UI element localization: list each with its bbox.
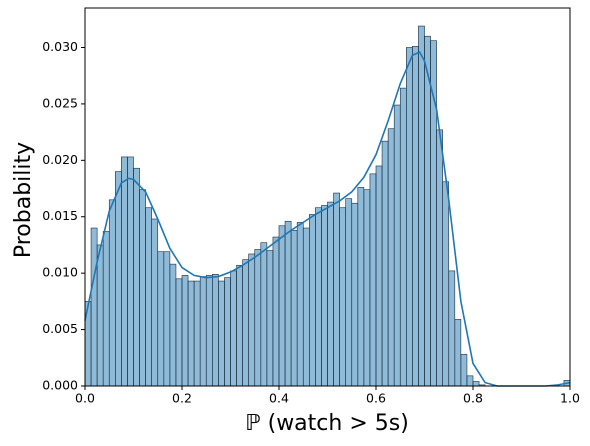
bar	[260, 242, 268, 387]
bar	[454, 319, 462, 387]
bar	[418, 25, 425, 387]
bar	[448, 270, 456, 387]
bar	[199, 276, 207, 387]
bar	[157, 251, 165, 387]
bar	[127, 156, 134, 387]
bar	[272, 236, 280, 387]
y-axis-label: Probability	[11, 142, 36, 258]
bar	[139, 189, 146, 387]
x-tick-label: 0.2	[172, 391, 192, 406]
bar	[424, 35, 431, 387]
plot-frame	[84, 7, 571, 387]
bar	[345, 198, 353, 387]
bar	[442, 181, 450, 387]
y-tick-label: 0.025	[42, 95, 78, 110]
bar	[266, 250, 274, 387]
y-tick-label: 0.005	[42, 321, 78, 336]
bar	[205, 275, 213, 387]
bar	[169, 263, 177, 387]
bar	[181, 275, 189, 387]
y-tick-label: 0.020	[42, 152, 78, 167]
bar	[351, 202, 359, 387]
x-tick-label: 0.6	[366, 391, 386, 406]
bar	[121, 156, 128, 387]
bar	[212, 273, 219, 387]
bar	[224, 277, 231, 387]
bar	[309, 214, 316, 387]
bar	[254, 249, 262, 387]
bar	[472, 381, 480, 387]
bar	[375, 165, 383, 387]
x-tick-label: 0.0	[75, 391, 95, 406]
y-tick-label: 0.030	[42, 39, 78, 54]
bar	[406, 47, 413, 387]
bar	[96, 244, 104, 387]
bar	[363, 189, 371, 387]
bar	[436, 129, 443, 387]
bar	[460, 354, 468, 387]
bar	[357, 187, 365, 387]
bar	[290, 229, 298, 387]
bar	[399, 87, 407, 387]
bar	[296, 222, 304, 387]
bar	[284, 220, 292, 387]
bar	[412, 46, 419, 387]
x-axis-label: ℙ (watch > 5s)	[245, 411, 409, 436]
bar	[230, 270, 237, 387]
x-tick-label: 1.0	[560, 391, 580, 406]
bar	[381, 140, 389, 387]
bar	[466, 375, 474, 387]
bar	[327, 201, 334, 387]
bar	[163, 251, 171, 387]
bar	[248, 253, 256, 387]
bar	[108, 199, 116, 387]
bar	[315, 207, 322, 387]
y-tick-label: 0.015	[42, 208, 78, 223]
bar	[145, 207, 152, 387]
bar	[339, 207, 346, 387]
bar	[218, 280, 225, 387]
bar	[175, 278, 183, 387]
bar	[187, 280, 195, 387]
y-tick-label: 0.010	[42, 265, 78, 280]
bar	[387, 128, 395, 387]
bar	[236, 264, 243, 387]
x-tick-label: 0.8	[463, 391, 483, 406]
bar	[302, 227, 310, 387]
bar	[430, 40, 437, 387]
bar	[278, 225, 286, 387]
bar	[369, 173, 377, 387]
bar	[115, 171, 122, 387]
x-tick-label: 0.4	[269, 391, 289, 406]
bar	[393, 104, 401, 387]
bar	[90, 227, 98, 387]
bar	[193, 280, 201, 387]
kde-line	[84, 50, 571, 387]
y-tick-label: 0.000	[42, 378, 78, 393]
bar	[151, 218, 159, 387]
bar	[242, 259, 249, 387]
bar	[102, 231, 110, 387]
bar	[133, 167, 140, 387]
bar	[321, 205, 328, 387]
bar	[333, 192, 340, 387]
